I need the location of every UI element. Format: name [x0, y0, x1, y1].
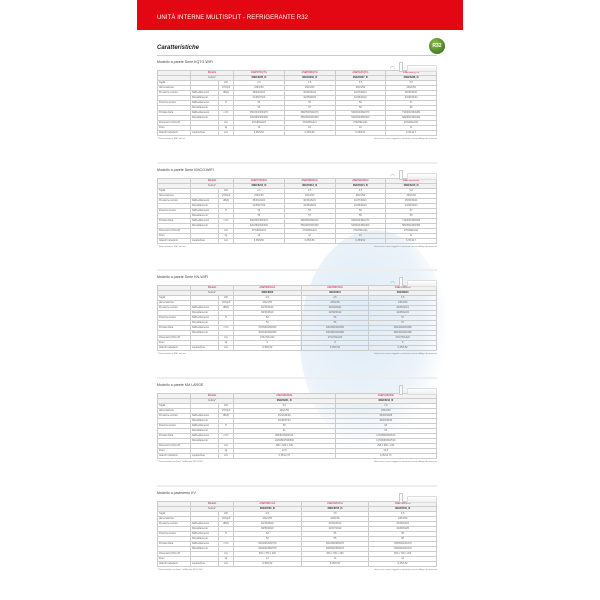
spec-table: Modello ASEH07KMCG ASEH09KMCG ASEH12KMCG ASE… [157, 178, 437, 244]
section-title: Modello a parete Serie KN-WIFI [157, 275, 208, 279]
row-unit: mm [218, 238, 234, 244]
footnote: * Telecomando e WiFi inclusi [157, 138, 185, 140]
product-section: Modello a parete KM LARGE Modello ASEH18KM… [157, 377, 437, 463]
remote-control-icon [399, 493, 403, 503]
spec-table: Modello ASEH09KVCA ASEH12KVCA ASEH18KVCA Cod… [157, 501, 437, 567]
remote-control-icon [399, 62, 403, 72]
indoor-unit-icon [407, 65, 437, 72]
product-icons: ◠ [390, 273, 437, 287]
product-section: Modello a parete Serie KQTG-WIFI ◠ Modello… [157, 60, 437, 140]
cell-value: 6,35/9,52 [368, 345, 437, 351]
section-divider [157, 269, 437, 271]
table-row: Attacchi tubazioni Liquido/Gas mm 6,35/9,52… [157, 561, 437, 567]
indoor-unit-icon [407, 173, 437, 180]
header-banner: UNITÀ INTERNE MULTISPLIT - REFRIGERANTE … [137, 0, 463, 30]
row-sublabel: Liquido/Gas [190, 130, 219, 136]
r32-badge: R32 [429, 38, 445, 54]
table-notes: * Telecomando e WiFi inclusi I dati tecni… [157, 138, 437, 140]
cell-value: 6,35/12,7 [385, 130, 437, 136]
page-title: UNITÀ INTERNE MULTISPLIT - REFRIGERANTE … [157, 15, 309, 21]
row-label: Attacchi tubazioni [157, 238, 191, 244]
cell-value: 6,35/9,52 [233, 345, 302, 351]
row-sublabel: Liquido/Gas [190, 561, 219, 567]
indoor-unit-icon [407, 496, 437, 503]
row-unit: mm [218, 345, 234, 351]
cell-value: 6,35/9,52 [368, 561, 437, 567]
table-header-row: Codice* 3NGF8900 3NGF8901 3NGF8910 [157, 290, 437, 296]
cell-value: 6,35/9,52 [233, 561, 302, 567]
section-heading: Caratteristiche [157, 45, 200, 51]
cell-value: 6,35/9,52 [283, 130, 336, 136]
row-unit: mm [218, 561, 234, 567]
cell-value: 6,35/12,7 [385, 238, 437, 244]
table-header-row: Codice* 3NGF8790_I0 3NGF8795_I0 3NGF8793_I0 [157, 506, 437, 512]
row-label: Attacchi tubazioni [157, 453, 191, 459]
cell-value: 6,35/9,52 [334, 238, 387, 244]
row-label: Attacchi tubazioni [157, 130, 191, 136]
section-title: Modello a pavimento KV [157, 491, 196, 495]
footnote: * Telecomando e WiFi incluso [157, 246, 186, 248]
row-unit: mm [218, 130, 234, 136]
footnote: * Telecomando con linea "wifiReady" INCL… [157, 461, 203, 463]
table-row: Portata d'aria Raffreddamento m³/h 980/810/… [157, 433, 437, 439]
product-section: Modello a parete Serie KMCG-WIFI ◠ Modello… [157, 162, 437, 248]
remote-control-icon [399, 170, 403, 180]
spec-table: Modello ASEH18KMCE ASEH24KMCE Codice* 3NGF82… [157, 393, 437, 459]
wifi-icon: ◠ [389, 66, 395, 72]
section-title: Modello a parete KM LARGE [157, 383, 204, 387]
footnote: * Telecomando e WiFi incluso [157, 353, 186, 355]
section-divider [157, 377, 437, 379]
table-notes: * Telecomando con linea "wifiReady" INCL… [157, 461, 437, 463]
table-row: Attacchi tubazioni Liquido/Gas mm 6,35/9,52… [157, 130, 437, 136]
table-row: Riscaldamento 45/40/37/33 45/40/35/30 [157, 418, 437, 424]
disclaimer: I dati tecnici sono soggetti a variazion… [373, 138, 437, 140]
product-section: Modello a parete Serie KN-WIFI ◠ Modello AS… [157, 269, 437, 355]
disclaimer: I dati tecnici sono soggetti a variazion… [373, 353, 437, 355]
spec-table: Modello ASEH07KQTG ASEH09KQTG ASEH12KQTG ASE… [157, 70, 437, 136]
table-notes: * Telecomando e WiFi incluso I dati tecni… [157, 353, 437, 355]
cell-value: 6,35/9,52 [300, 345, 370, 351]
row-sublabel: Liquido/Gas [190, 453, 219, 459]
cell-value: 6,35/9,52 [283, 238, 336, 244]
table-row: Riscaldamento 38/33/26/22 42/36/30/22 42/38… [157, 310, 437, 316]
section-title: Modello a parete Serie KQTG-WIFI [157, 60, 214, 64]
row-label: Attacchi tubazioni [157, 561, 191, 567]
table-notes: * Telecomando e WiFi incluso I dati tecni… [157, 246, 437, 248]
row-sublabel: Liquido/Gas [190, 345, 219, 351]
wifi-icon: ◠ [389, 281, 395, 287]
product-icons [399, 381, 437, 395]
remote-control-icon [399, 277, 403, 287]
row-unit: mm [218, 453, 234, 459]
cell-value: 6,35/9,52 [233, 130, 285, 136]
cell-value: 6,35/9,52 [334, 130, 387, 136]
cell-value: 6,35/9,52 [300, 561, 370, 567]
table-row: Attacchi tubazioni Liquido/Gas mm 6,35/9,52… [157, 238, 437, 244]
spec-table: Modello ASEH09KNCA ASEH09KNCA ASEH12KNCA Cod… [157, 285, 437, 351]
disclaimer: I dati tecnici sono soggetti a variazion… [373, 246, 437, 248]
table-row: Attacchi tubazioni Liquido/Gas mm 6,35/12,7… [157, 453, 437, 459]
section-divider [157, 485, 437, 487]
disclaimer: I dati tecnici sono soggetti a variazion… [373, 461, 437, 463]
indoor-unit-icon [407, 388, 437, 395]
divider [157, 55, 437, 56]
cell-value: 6,35/12,70 [233, 453, 336, 459]
table-row: Portata d'aria Raffreddamento m³/h 350/340/… [157, 110, 437, 116]
wifi-icon: ◠ [389, 174, 395, 180]
footnote: * Telecomando con linea "wifiReady" INCL… [157, 569, 203, 571]
section-divider [157, 162, 437, 164]
cell-value: 6,35/12,70 [334, 453, 437, 459]
indoor-unit-icon [407, 280, 437, 287]
product-icons: ◠ [390, 166, 437, 180]
table-row: Attacchi tubazioni Liquido/Gas mm 6,35/9,52… [157, 345, 437, 351]
product-section: Modello a pavimento KV Modello ASEH09KVCA A… [157, 485, 437, 571]
row-sublabel: Liquido/Gas [190, 238, 219, 244]
remote-control-icon [399, 385, 403, 395]
row-label: Attacchi tubazioni [157, 345, 191, 351]
disclaimer: I dati tecnici sono soggetti a variazion… [373, 569, 437, 571]
product-icons [399, 489, 437, 503]
section-title: Modello a parete Serie KMCG-WIFI [157, 168, 214, 172]
product-icons: ◠ [390, 58, 437, 72]
cell-value: 6,35/9,52 [233, 238, 285, 244]
table-notes: * Telecomando con linea "wifiReady" INCL… [157, 569, 437, 571]
